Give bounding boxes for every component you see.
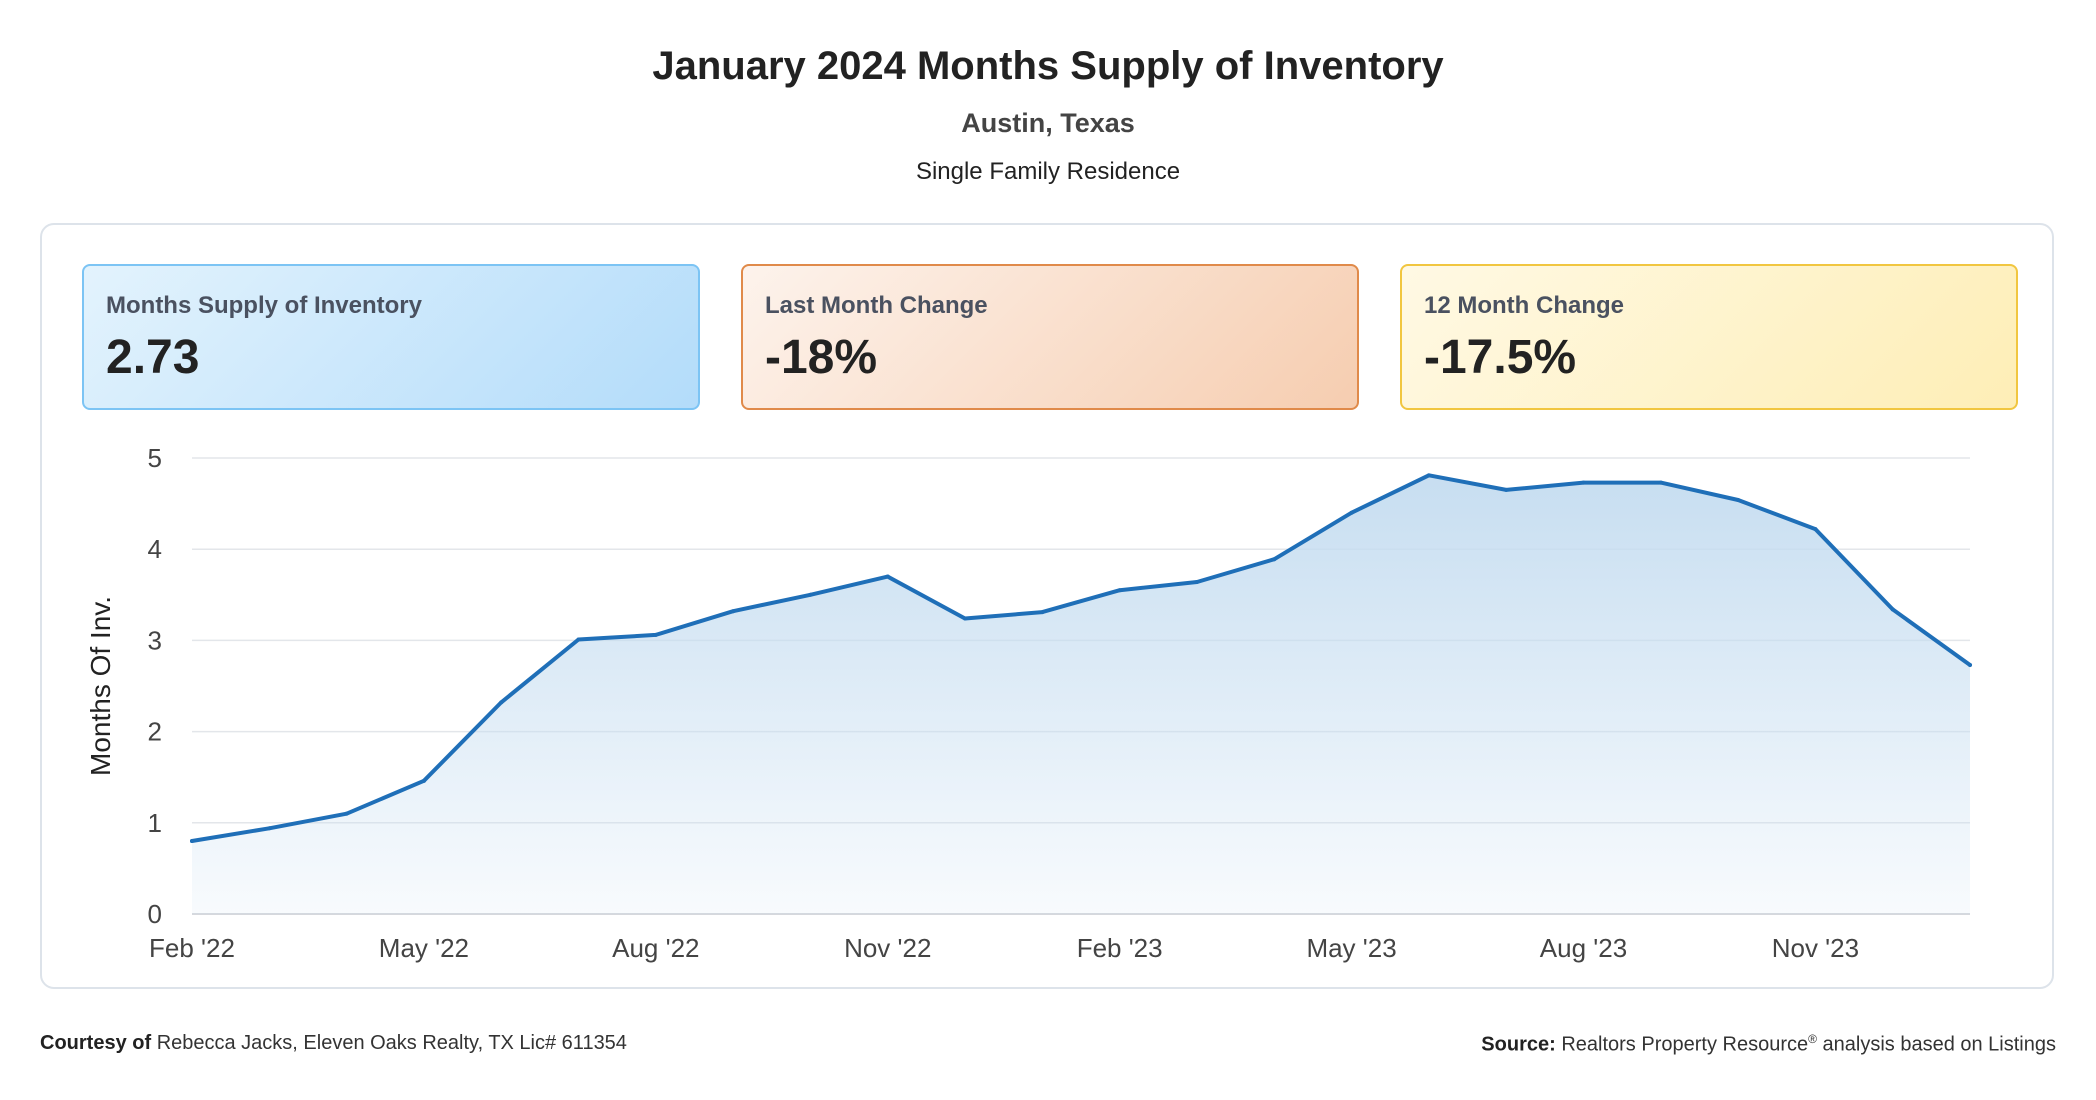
- data-point: [1890, 607, 1895, 612]
- source-text: Realtors Property Resource: [1561, 1033, 1809, 1056]
- x-tick-label: Feb '23: [1077, 933, 1163, 963]
- data-point: [1117, 588, 1122, 593]
- y-tick-label: 2: [148, 717, 162, 747]
- y-tick-label: 1: [148, 808, 162, 838]
- x-tick-label: May '22: [379, 933, 469, 963]
- data-point: [731, 609, 736, 614]
- data-point: [1426, 473, 1431, 478]
- data-point: [1581, 480, 1586, 485]
- y-tick-label: 0: [148, 899, 162, 929]
- data-point: [1813, 527, 1818, 532]
- data-point: [576, 637, 581, 642]
- x-tick-label: Aug '22: [612, 933, 699, 963]
- courtesy-text: Rebecca Jacks, Eleven Oaks Realty, TX Li…: [156, 1032, 627, 1054]
- y-tick-label: 4: [148, 534, 162, 564]
- data-point: [1968, 663, 1972, 668]
- months-supply-label: Months Supply of Inventory: [106, 292, 422, 319]
- property-type: Single Family Residence: [915, 158, 1181, 185]
- data-point: [1504, 487, 1509, 492]
- data-point: [885, 574, 890, 579]
- y-axis-label: Months Of Inv.: [85, 596, 116, 776]
- last-month-change-value: -18%: [765, 331, 878, 384]
- location-subtitle: Austin, Texas: [961, 108, 1135, 138]
- data-point: [421, 778, 426, 783]
- registered-mark: ®: [1808, 1032, 1817, 1046]
- page-title: January 2024 Months Supply of Inventory: [652, 44, 1444, 88]
- x-tick-label: Aug '23: [1540, 933, 1627, 963]
- series-line: [190, 473, 1972, 843]
- last-month-change-label: Last Month Change: [765, 292, 988, 319]
- twelve-month-change-card: 12 Month Change -17.5%: [1400, 264, 2018, 410]
- data-point: [963, 616, 968, 621]
- data-point: [1736, 497, 1741, 502]
- data-point: [1349, 510, 1354, 515]
- y-tick-label: 5: [148, 443, 162, 473]
- data-point: [267, 826, 272, 831]
- twelve-month-change-label: 12 Month Change: [1424, 292, 1625, 319]
- source-footer: Source: Realtors Property Resource® anal…: [1481, 1032, 2056, 1057]
- source-suffix: analysis based on Listings: [1822, 1033, 2056, 1056]
- source-label: Source:: [1481, 1033, 1556, 1056]
- series-area-fill: [192, 475, 1970, 914]
- y-tick-label: 3: [148, 625, 162, 655]
- x-tick-label: Nov '22: [844, 933, 931, 963]
- months-supply-value: 2.73: [106, 331, 200, 384]
- data-point: [808, 592, 813, 597]
- data-point: [344, 811, 349, 816]
- courtesy-label: Courtesy of: [40, 1032, 152, 1054]
- months-supply-card: Months Supply of Inventory 2.73: [82, 264, 700, 410]
- data-point: [1658, 480, 1663, 485]
- data-point: [499, 700, 504, 705]
- twelve-month-change-value: -17.5%: [1424, 331, 1577, 384]
- data-point: [653, 632, 658, 637]
- data-point: [1040, 610, 1045, 615]
- x-tick-label: Nov '23: [1772, 933, 1859, 963]
- courtesy-footer: Courtesy of Rebecca Jacks, Eleven Oaks R…: [40, 1032, 627, 1055]
- data-point: [190, 839, 194, 844]
- x-tick-label: Feb '22: [149, 933, 235, 963]
- x-tick-label: May '23: [1306, 933, 1396, 963]
- data-point: [1194, 580, 1199, 585]
- data-point: [1272, 557, 1277, 562]
- last-month-change-card: Last Month Change -18%: [741, 264, 1359, 410]
